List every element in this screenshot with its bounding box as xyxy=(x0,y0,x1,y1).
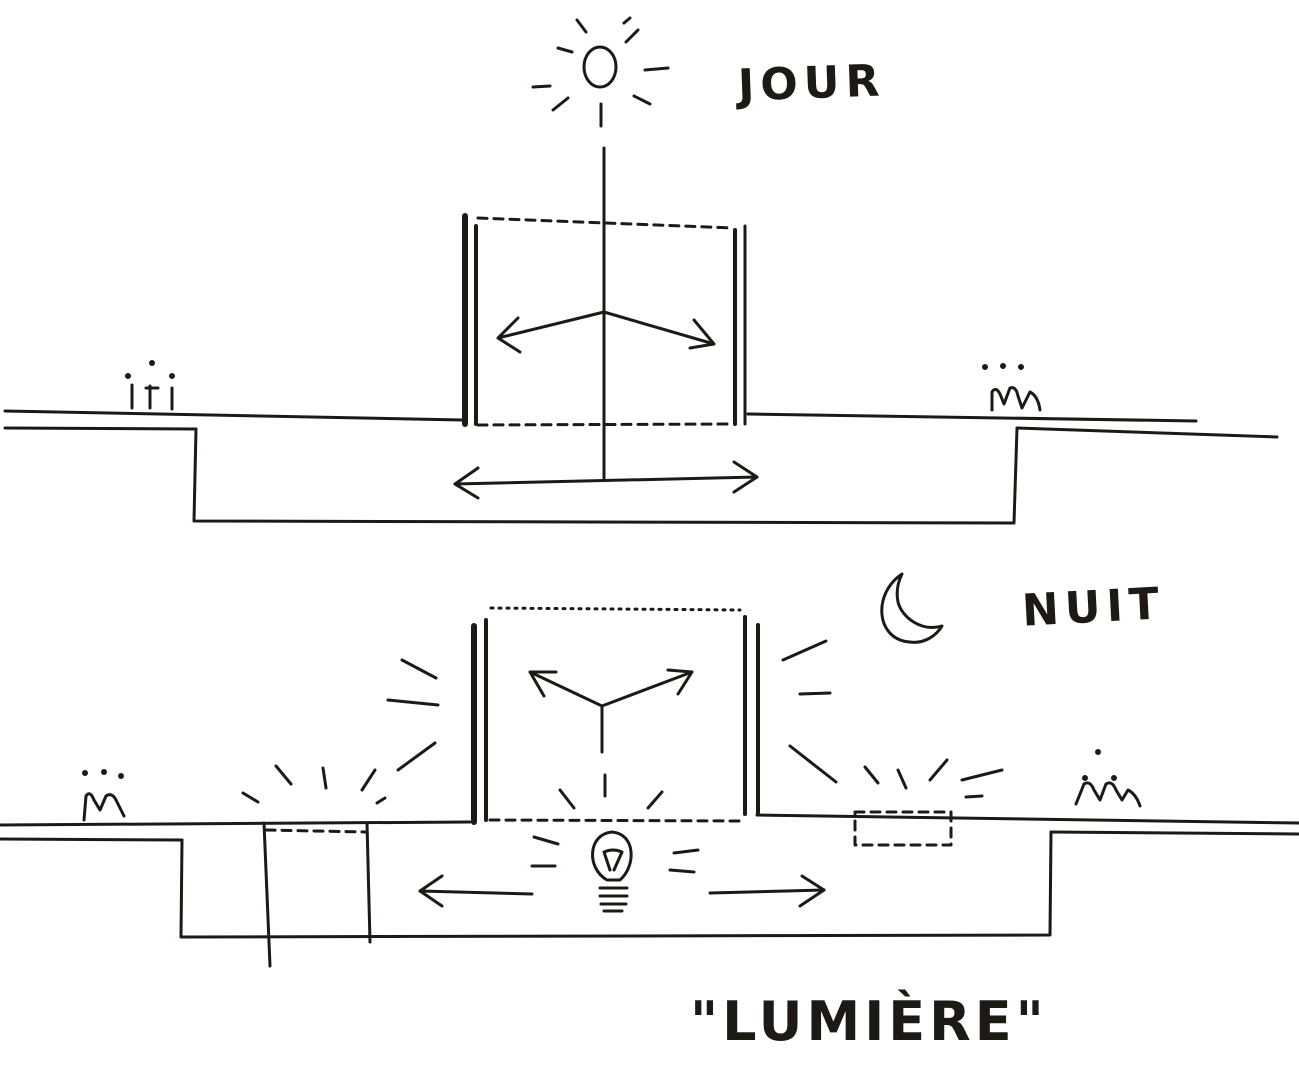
skylight-left-rays xyxy=(241,764,387,805)
wall-right-night xyxy=(743,615,760,816)
wall-left-night xyxy=(471,618,488,825)
basement-top-right-day xyxy=(1015,426,1279,439)
horizontal-arrow-day xyxy=(453,460,759,500)
light-ray-day xyxy=(496,146,716,480)
skylight-right-night xyxy=(853,810,953,847)
figures-left-day xyxy=(125,360,175,411)
basement-outline-day xyxy=(192,426,1019,525)
basement-top-left-night xyxy=(0,837,184,842)
day-label: JOUR xyxy=(737,55,887,112)
wall-left-day xyxy=(462,213,478,427)
basement-outline-night xyxy=(179,830,1053,939)
skylight-right-rays xyxy=(863,758,1004,799)
wall-right-day xyxy=(733,224,747,426)
night-section xyxy=(0,572,1299,968)
moon-icon xyxy=(880,572,944,644)
figures-right-day xyxy=(982,363,1042,412)
ground-line-left-night xyxy=(0,820,472,827)
basement-top-right-night xyxy=(1049,830,1299,836)
night-label: NUIT xyxy=(1020,578,1167,637)
figures-right-night xyxy=(1074,749,1142,808)
title-label: "LUMIÈRE" xyxy=(690,990,1048,1053)
wall-glow-right xyxy=(781,639,838,784)
light-bulb-icon xyxy=(591,830,633,913)
arrow-left-night xyxy=(418,874,534,908)
person-icon xyxy=(528,668,694,754)
ground-line-right-day xyxy=(746,412,1198,423)
wall-glow-left xyxy=(386,658,440,772)
day-section xyxy=(3,16,1279,525)
figures-left-night xyxy=(82,769,126,822)
sun-icon xyxy=(531,16,670,128)
glass-floor-night xyxy=(488,818,742,823)
arrow-right-night xyxy=(708,874,826,908)
ground-line-right-night xyxy=(755,813,1299,825)
glass-roof-night xyxy=(489,606,742,612)
ground-line-left-day xyxy=(3,409,464,422)
skylight-left-night xyxy=(262,821,372,968)
bulb-rays xyxy=(530,773,700,874)
basement-top-left-day xyxy=(3,426,198,431)
